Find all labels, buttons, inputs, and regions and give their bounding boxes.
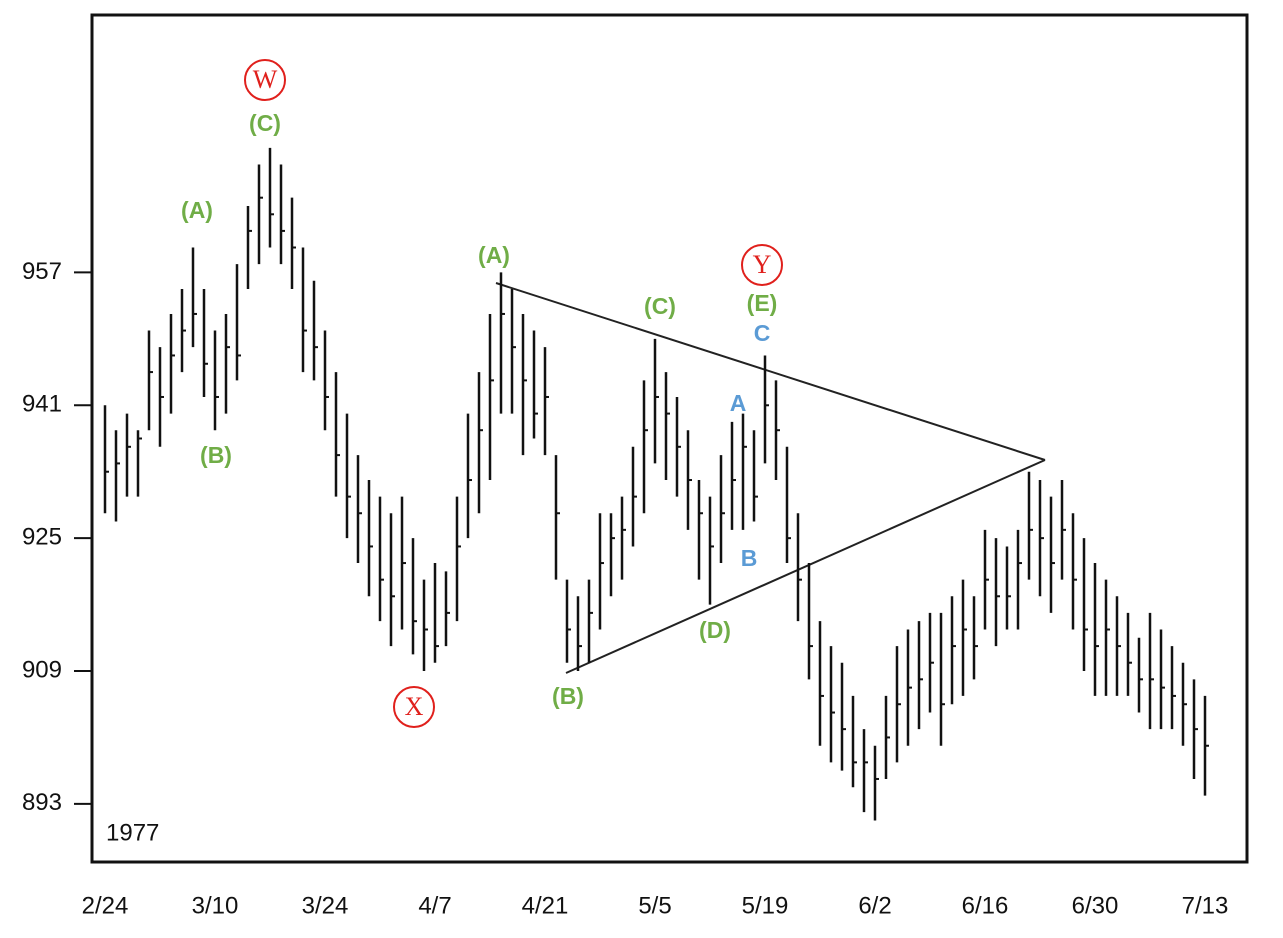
annotation: C bbox=[754, 320, 771, 346]
annotation-circle bbox=[741, 244, 783, 286]
x-tick-label: 4/7 bbox=[418, 892, 451, 919]
annotation: (C) bbox=[249, 110, 281, 136]
annotation-circle bbox=[393, 686, 435, 728]
trendline bbox=[495, 282, 1046, 461]
x-tick-label: 2/24 bbox=[82, 892, 129, 919]
x-tick-label: 3/10 bbox=[192, 892, 239, 919]
x-tick-label: 6/30 bbox=[1072, 892, 1119, 919]
y-tick-label: 957 bbox=[22, 258, 62, 285]
y-tick-label: 893 bbox=[22, 789, 62, 816]
year-label: 1977 bbox=[106, 819, 159, 846]
x-tick-label: 5/19 bbox=[742, 892, 789, 919]
y-tick-label: 941 bbox=[22, 391, 62, 418]
annotation: (D) bbox=[699, 617, 731, 643]
annotation: (A) bbox=[181, 197, 213, 223]
annotation: (B) bbox=[200, 442, 232, 468]
x-tick-label: 6/16 bbox=[962, 892, 1009, 919]
annotation: (C) bbox=[644, 293, 676, 319]
annotation: (E) bbox=[747, 290, 778, 316]
annotation-circle bbox=[244, 59, 286, 101]
x-tick-label: 6/2 bbox=[858, 892, 891, 919]
x-tick-label: 5/5 bbox=[638, 892, 671, 919]
annotation: Y bbox=[753, 250, 772, 279]
trendline bbox=[565, 459, 1046, 674]
x-tick-label: 3/24 bbox=[302, 892, 349, 919]
x-tick-label: 4/21 bbox=[522, 892, 569, 919]
annotation: W bbox=[253, 65, 278, 94]
y-tick-label: 909 bbox=[22, 656, 62, 683]
y-tick-label: 925 bbox=[22, 523, 62, 550]
annotation: B bbox=[741, 545, 758, 571]
plot-frame bbox=[90, 13, 1249, 864]
annotation: A bbox=[730, 390, 747, 416]
annotation: X bbox=[405, 692, 424, 721]
annotation: (B) bbox=[552, 683, 584, 709]
annotation: (A) bbox=[478, 242, 510, 268]
x-tick-label: 7/13 bbox=[1182, 892, 1229, 919]
